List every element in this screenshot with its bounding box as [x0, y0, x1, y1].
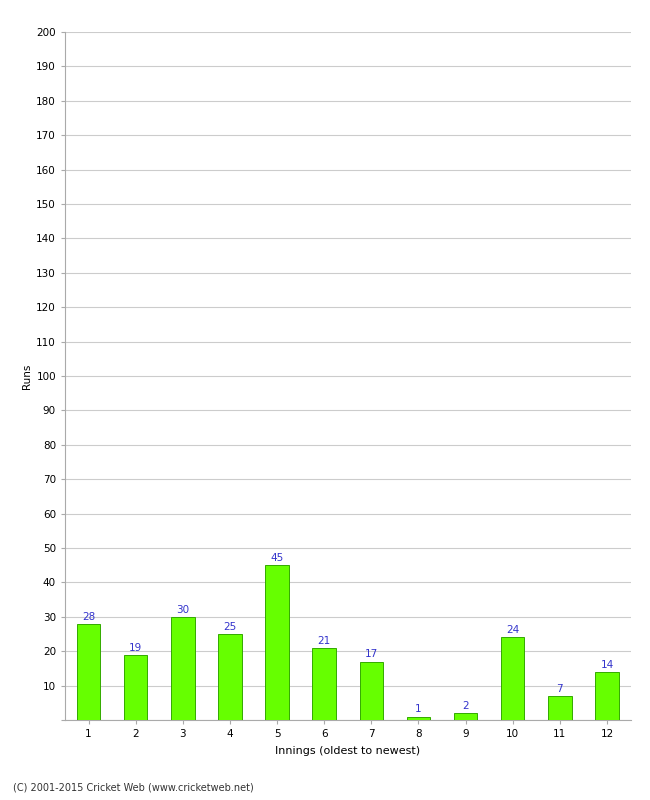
Text: 21: 21 [318, 636, 331, 646]
Text: 1: 1 [415, 705, 422, 714]
Text: 19: 19 [129, 642, 142, 653]
Bar [548, 696, 571, 720]
Text: 24: 24 [506, 626, 519, 635]
Bar [501, 638, 525, 720]
Y-axis label: Runs: Runs [22, 363, 32, 389]
Text: 2: 2 [462, 701, 469, 711]
Bar [124, 654, 148, 720]
Bar [313, 648, 336, 720]
Bar [265, 565, 289, 720]
Bar [171, 617, 194, 720]
Text: 17: 17 [365, 650, 378, 659]
Text: 45: 45 [270, 553, 283, 563]
Text: 14: 14 [601, 660, 614, 670]
Text: 28: 28 [82, 612, 95, 622]
Bar [454, 713, 477, 720]
Bar [595, 672, 619, 720]
Text: (C) 2001-2015 Cricket Web (www.cricketweb.net): (C) 2001-2015 Cricket Web (www.cricketwe… [13, 782, 254, 792]
Bar [218, 634, 242, 720]
Text: 25: 25 [224, 622, 237, 632]
X-axis label: Innings (oldest to newest): Innings (oldest to newest) [275, 746, 421, 756]
Bar [359, 662, 383, 720]
Bar [407, 717, 430, 720]
Bar [77, 624, 100, 720]
Text: 30: 30 [176, 605, 189, 614]
Text: 7: 7 [556, 684, 563, 694]
